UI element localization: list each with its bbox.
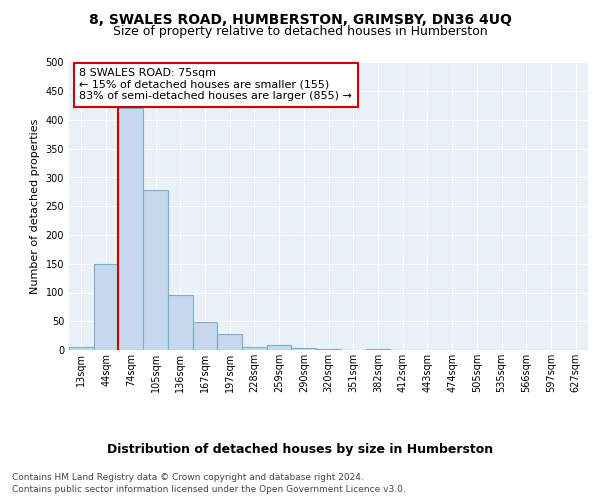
Bar [316, 349, 341, 350]
Bar [217, 334, 242, 350]
Bar [292, 348, 316, 350]
Bar [168, 296, 193, 350]
Bar [94, 264, 118, 350]
Text: Contains public sector information licensed under the Open Government Licence v3: Contains public sector information licen… [12, 485, 406, 494]
Bar [242, 347, 267, 350]
Text: 8, SWALES ROAD, HUMBERSTON, GRIMSBY, DN36 4UQ: 8, SWALES ROAD, HUMBERSTON, GRIMSBY, DN3… [89, 12, 511, 26]
Bar [193, 322, 217, 350]
Text: Contains HM Land Registry data © Crown copyright and database right 2024.: Contains HM Land Registry data © Crown c… [12, 472, 364, 482]
Text: Distribution of detached houses by size in Humberston: Distribution of detached houses by size … [107, 442, 493, 456]
Y-axis label: Number of detached properties: Number of detached properties [30, 118, 40, 294]
Bar [118, 108, 143, 350]
Bar [69, 347, 94, 350]
Bar [267, 345, 292, 350]
Bar [143, 190, 168, 350]
Text: Size of property relative to detached houses in Humberston: Size of property relative to detached ho… [113, 25, 487, 38]
Text: 8 SWALES ROAD: 75sqm
← 15% of detached houses are smaller (155)
83% of semi-deta: 8 SWALES ROAD: 75sqm ← 15% of detached h… [79, 68, 352, 102]
